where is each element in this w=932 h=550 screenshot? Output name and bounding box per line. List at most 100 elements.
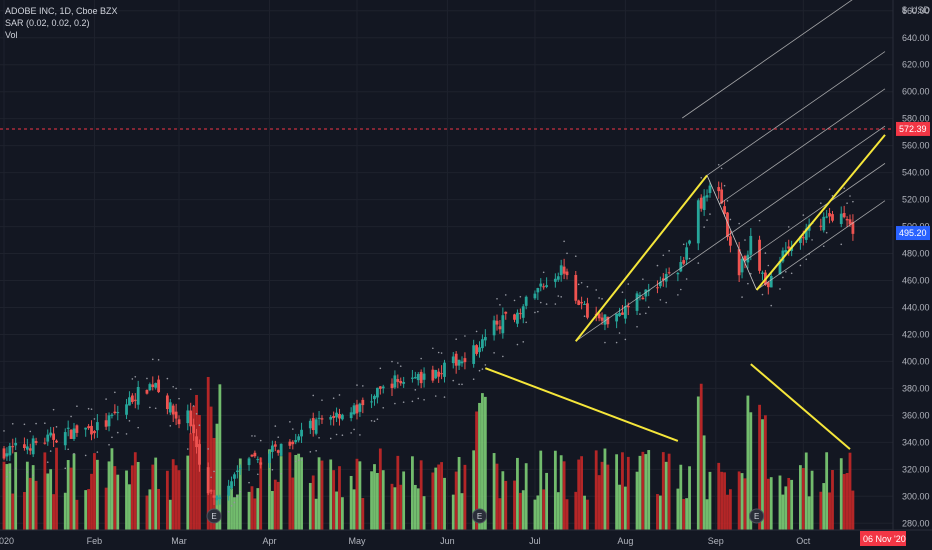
sar-dot xyxy=(131,378,134,380)
volume-bar xyxy=(11,493,15,530)
candle-body xyxy=(31,438,35,455)
candle-body xyxy=(454,353,458,366)
sar-dot xyxy=(353,428,355,431)
volume-bar xyxy=(536,495,540,530)
sar-dot xyxy=(29,430,32,433)
candle-body xyxy=(495,320,499,325)
volume-bar xyxy=(276,481,280,530)
sar-dot xyxy=(84,454,87,457)
sar-dot xyxy=(840,243,843,246)
candle-body xyxy=(562,266,566,274)
sar-dot xyxy=(717,163,720,166)
volume-bar xyxy=(638,455,642,530)
time-axis[interactable]: 2020 Feb Mar Apr May Jun Jul Aug Sep Oct xyxy=(0,536,811,546)
volume-bar xyxy=(314,498,318,530)
trendline-drawings[interactable] xyxy=(484,134,886,450)
candle-body xyxy=(635,293,639,311)
candle-body xyxy=(381,386,385,389)
sar-dot xyxy=(14,467,17,470)
volume-bar xyxy=(215,423,219,530)
volume-bar xyxy=(279,456,283,530)
volume-bar xyxy=(75,499,79,530)
volume-bar xyxy=(259,457,263,530)
sar-dot xyxy=(108,443,110,446)
volume-bar xyxy=(781,494,785,530)
candle-body xyxy=(192,424,196,434)
candle-body xyxy=(413,376,417,379)
candle-body xyxy=(419,371,423,384)
sar-dot xyxy=(779,288,781,290)
candle-body xyxy=(600,317,604,321)
volume-bar xyxy=(728,489,732,530)
candle-body xyxy=(828,213,831,217)
sar-dot xyxy=(706,219,708,221)
earnings-icon xyxy=(472,508,488,524)
candle-body xyxy=(743,256,747,261)
sar-dot xyxy=(659,299,662,301)
candle-body xyxy=(393,375,397,388)
sar-dot xyxy=(256,473,259,476)
candle-body xyxy=(851,221,855,234)
candle-body xyxy=(8,445,12,456)
candle-body xyxy=(726,212,729,237)
candle-body xyxy=(460,361,464,364)
volume-indicator-label[interactable]: Vol xyxy=(5,30,18,40)
time-tick-label: Jul xyxy=(529,536,541,546)
symbol-title[interactable]: ADOBE INC, 1D, Cboe BZX xyxy=(5,6,118,16)
sar-dot xyxy=(96,451,99,453)
volume-bar xyxy=(233,497,236,530)
earnings-icon xyxy=(749,508,765,524)
sar-dot xyxy=(785,271,787,273)
sar-dot xyxy=(542,271,545,274)
sar-dot xyxy=(341,434,344,437)
volume-bar xyxy=(763,415,767,530)
sar-dot xyxy=(586,285,589,288)
candle-body xyxy=(396,379,400,382)
volume-bar xyxy=(168,499,172,530)
time-axis-bg[interactable] xyxy=(0,530,932,550)
volume-bar xyxy=(14,452,18,530)
sar-dot xyxy=(370,419,373,422)
sar-dot xyxy=(175,387,177,390)
trendline xyxy=(484,367,679,442)
candle-body xyxy=(297,436,301,441)
sar-dot xyxy=(67,448,69,451)
volume-bar xyxy=(165,470,169,530)
candle-body xyxy=(492,320,496,336)
sar-dot xyxy=(472,378,475,381)
volume-bar xyxy=(90,473,93,530)
sar-dot xyxy=(452,379,455,382)
price-axis-bg[interactable] xyxy=(893,0,932,530)
price-tick-label: 340.00 xyxy=(902,437,930,447)
sar-dot xyxy=(23,423,26,426)
volume-bar xyxy=(492,453,496,530)
earnings-icon xyxy=(206,508,222,524)
sar-dot xyxy=(688,257,691,260)
volume-bar xyxy=(43,452,47,530)
sar-dot xyxy=(321,399,323,401)
candle-body xyxy=(130,395,134,402)
sar-dot xyxy=(248,481,250,484)
volume-bar xyxy=(31,465,35,530)
candle-body xyxy=(317,417,321,419)
sar-indicator-label[interactable]: SAR (0.02, 0.02, 0.2) xyxy=(5,18,90,28)
pitchfork-drawing[interactable] xyxy=(575,0,886,342)
volume-bar xyxy=(186,455,190,530)
candle-body xyxy=(72,428,76,440)
sar-dot xyxy=(359,434,361,436)
pitchfork-base xyxy=(706,175,758,291)
candle-body xyxy=(422,373,426,380)
volume-bar xyxy=(157,488,161,530)
candle-body xyxy=(125,404,128,415)
volume-bar xyxy=(116,474,120,530)
candle-body xyxy=(110,414,114,416)
time-tick-label: Aug xyxy=(617,536,633,546)
volume-bar xyxy=(268,449,271,530)
volume-bar xyxy=(66,460,70,530)
volume-bar xyxy=(463,464,467,530)
candle-body xyxy=(116,412,120,414)
volume-bar xyxy=(457,457,461,530)
candle-body xyxy=(661,278,665,281)
volume-bar xyxy=(416,488,420,530)
